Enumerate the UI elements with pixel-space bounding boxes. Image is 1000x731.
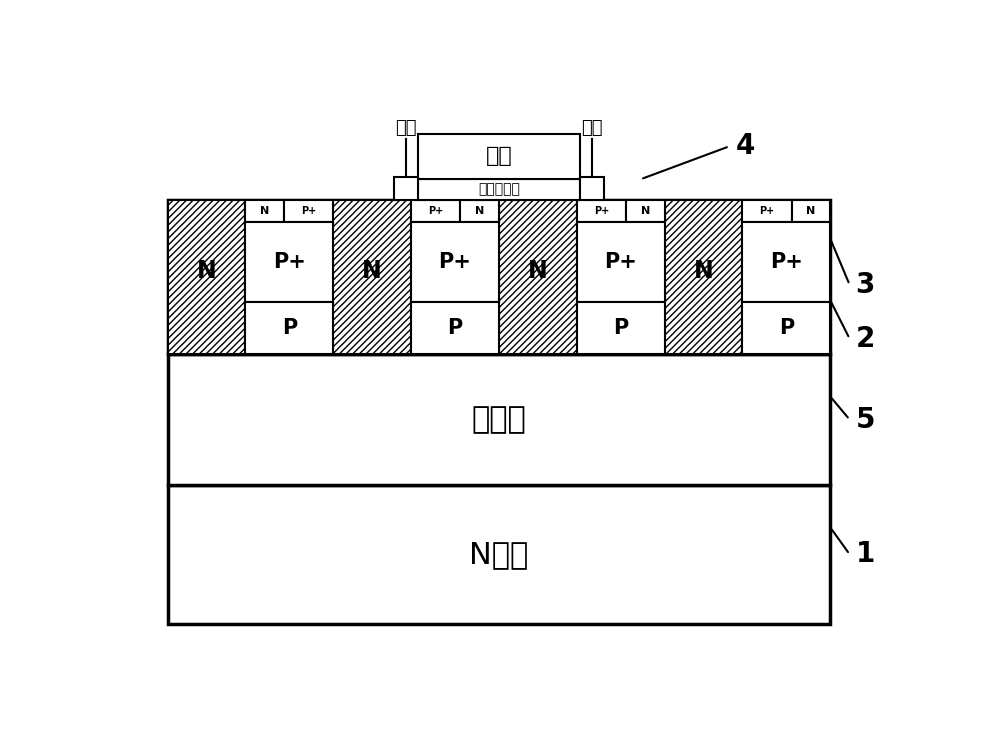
Text: N: N <box>641 206 650 216</box>
Bar <box>742 221 830 302</box>
Bar <box>418 178 580 200</box>
Text: N: N <box>475 206 484 216</box>
Bar <box>580 177 604 200</box>
Text: P: P <box>613 318 628 338</box>
Text: P+: P+ <box>604 251 637 272</box>
Bar <box>792 200 830 221</box>
Bar <box>168 200 830 354</box>
Bar <box>499 200 577 354</box>
Text: P+: P+ <box>759 206 775 216</box>
Bar <box>284 200 333 221</box>
Bar <box>168 200 245 354</box>
Text: P: P <box>779 318 794 338</box>
Bar <box>742 200 792 221</box>
Bar <box>245 302 333 354</box>
Text: P: P <box>447 318 463 338</box>
Text: P+: P+ <box>428 206 443 216</box>
Bar <box>411 302 499 354</box>
Text: 2: 2 <box>855 325 875 353</box>
Bar <box>245 221 333 302</box>
Text: 源极: 源极 <box>581 119 603 137</box>
Bar <box>168 485 830 624</box>
Text: 5: 5 <box>855 406 875 433</box>
Bar <box>418 134 580 178</box>
Text: N: N <box>197 259 216 283</box>
Text: P+: P+ <box>594 206 609 216</box>
Bar <box>245 200 284 221</box>
Bar <box>460 200 499 221</box>
Text: 栅极氧化物: 栅极氧化物 <box>478 182 520 197</box>
Bar <box>577 302 665 354</box>
Text: N: N <box>362 259 382 283</box>
Text: 缓冲区: 缓冲区 <box>472 405 526 434</box>
Text: 1: 1 <box>856 540 875 568</box>
Text: 4: 4 <box>735 132 755 160</box>
Text: 栅极: 栅极 <box>486 146 512 166</box>
Text: P+: P+ <box>273 251 306 272</box>
Bar <box>168 354 830 485</box>
Text: N: N <box>806 206 816 216</box>
Text: 3: 3 <box>855 271 875 299</box>
Text: P+: P+ <box>439 251 471 272</box>
Text: P: P <box>282 318 297 338</box>
Bar <box>333 200 411 354</box>
Bar <box>394 177 418 200</box>
Text: P+: P+ <box>770 251 803 272</box>
Bar <box>577 200 626 221</box>
Bar <box>742 302 830 354</box>
Bar <box>665 200 742 354</box>
Bar <box>577 221 665 302</box>
Bar <box>626 200 665 221</box>
Bar <box>411 200 460 221</box>
Text: N: N <box>694 259 713 283</box>
Text: N衆底: N衆底 <box>469 539 529 569</box>
Bar <box>411 221 499 302</box>
Text: P+: P+ <box>301 206 316 216</box>
Text: N: N <box>528 259 548 283</box>
Text: N: N <box>260 206 269 216</box>
Text: 源极: 源极 <box>395 119 417 137</box>
